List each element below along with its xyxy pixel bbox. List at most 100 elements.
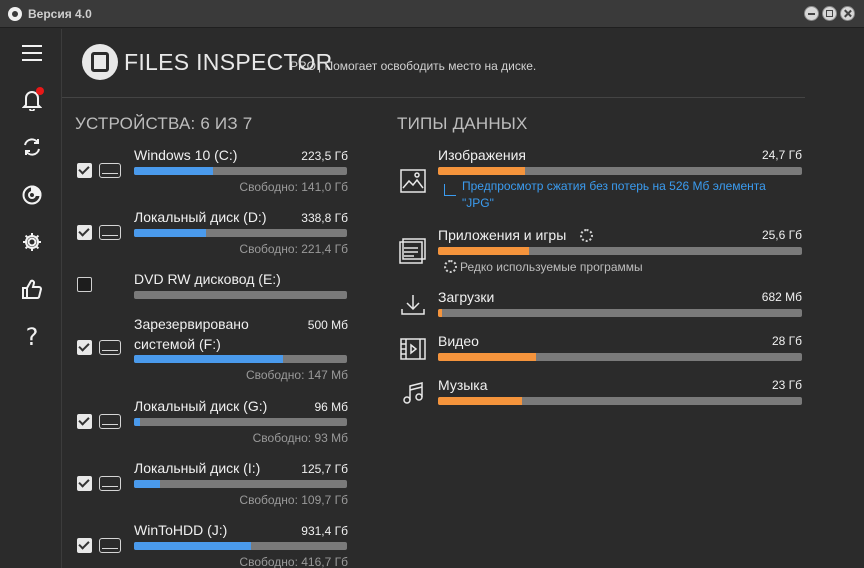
loading-spinner-icon bbox=[444, 260, 457, 273]
hard-drive-icon bbox=[99, 340, 121, 355]
gear-icon bbox=[23, 233, 41, 251]
rarely-used-programs-note[interactable]: Редко используемые программы bbox=[460, 260, 643, 274]
device-item-f[interactable]: Зарезервировано системой (F:) 500 Мб Сво… bbox=[76, 314, 350, 384]
device-item-g[interactable]: Локальный диск (G:) 96 Мб Свободно: 93 М… bbox=[76, 396, 350, 446]
disk-icon bbox=[22, 185, 42, 205]
app-logo-icon bbox=[8, 7, 22, 21]
datatype-size: 682 Мб bbox=[761, 290, 802, 304]
compression-preview-link-cont[interactable]: "JPG" bbox=[462, 196, 494, 210]
notification-badge bbox=[36, 87, 44, 95]
close-button[interactable] bbox=[840, 6, 855, 21]
device-usage-bar bbox=[134, 229, 347, 237]
device-usage-bar bbox=[134, 418, 347, 426]
header: FILES INSPECTOR PRO | Помогает освободит… bbox=[62, 29, 864, 97]
device-free-space: Свободно: 93 Мб bbox=[252, 431, 348, 445]
refresh-button[interactable] bbox=[16, 131, 48, 163]
maximize-button[interactable] bbox=[822, 6, 837, 21]
device-name: WinToHDD (J:) bbox=[134, 522, 228, 538]
datatype-item-video[interactable]: Видео 28 Гб bbox=[398, 332, 808, 366]
device-name: DVD RW дисковод (E:) bbox=[134, 271, 281, 287]
datatype-usage-bar bbox=[438, 353, 802, 361]
compression-preview-link[interactable]: Предпросмотр сжатия без потерь на 526 Мб… bbox=[462, 179, 766, 193]
apps-icon bbox=[398, 236, 428, 266]
datatype-usage-bar bbox=[438, 397, 802, 405]
device-checkbox[interactable] bbox=[77, 163, 92, 178]
datatype-size: 23 Гб bbox=[771, 378, 802, 392]
device-name: Локальный диск (D:) bbox=[134, 209, 267, 225]
device-size: 96 Мб bbox=[314, 400, 348, 414]
device-name-line1: Зарезервировано bbox=[134, 316, 249, 332]
question-icon: ? bbox=[25, 323, 39, 351]
device-free-space: Свободно: 221,4 Гб bbox=[239, 242, 348, 256]
device-free-space: Свободно: 147 Мб bbox=[245, 368, 348, 382]
loading-spinner-icon bbox=[580, 229, 593, 242]
device-checkbox[interactable] bbox=[77, 277, 92, 292]
device-size: 223,5 Гб bbox=[301, 149, 348, 163]
download-icon bbox=[398, 290, 428, 320]
sidebar: ? bbox=[0, 29, 62, 568]
device-usage-bar bbox=[134, 480, 347, 488]
device-free-space: Свободно: 109,7 Гб bbox=[239, 493, 348, 507]
device-item-c[interactable]: Windows 10 (C:) 223,5 Гб Свободно: 141,0… bbox=[76, 145, 350, 195]
datatype-size: 25,6 Гб bbox=[761, 228, 802, 242]
datatype-name: Видео bbox=[438, 333, 479, 349]
hard-drive-icon bbox=[99, 476, 121, 491]
device-item-i[interactable]: Локальный диск (I:) 125,7 Гб Свободно: 1… bbox=[76, 458, 350, 508]
device-name: Windows 10 (C:) bbox=[134, 147, 238, 163]
settings-button[interactable] bbox=[16, 226, 48, 258]
rate-button[interactable] bbox=[16, 273, 48, 305]
notifications-button[interactable] bbox=[16, 84, 48, 116]
hard-drive-icon bbox=[99, 538, 121, 553]
datatype-item-apps[interactable]: Приложения и игры 25,6 Гб Редко использу… bbox=[398, 226, 808, 276]
device-name: Локальный диск (I:) bbox=[134, 460, 261, 476]
device-free-space: Свободно: 416,7 Гб bbox=[239, 555, 348, 568]
device-item-d[interactable]: Локальный диск (D:) 338,8 Гб Свободно: 2… bbox=[76, 207, 350, 257]
datatype-item-music[interactable]: Музыка 23 Гб bbox=[398, 376, 808, 410]
refresh-icon bbox=[24, 138, 40, 156]
device-size: 125,7 Гб bbox=[301, 462, 348, 476]
device-usage-bar bbox=[134, 291, 347, 299]
device-item-e[interactable]: DVD RW дисковод (E:) bbox=[76, 269, 350, 303]
datatype-name: Приложения и игры bbox=[438, 227, 567, 243]
datatype-usage-bar bbox=[438, 167, 802, 175]
datatype-item-images[interactable]: Изображения 24,7 Гб Предпросмотр сжатия … bbox=[398, 146, 808, 216]
brand-title: FILES INSPECTOR bbox=[124, 49, 333, 75]
window-title: Версия 4.0 bbox=[28, 7, 92, 21]
menu-button[interactable] bbox=[16, 37, 48, 69]
datatype-name: Изображения bbox=[438, 147, 526, 163]
music-icon bbox=[398, 378, 428, 408]
device-usage-bar bbox=[134, 542, 347, 550]
datatype-size: 24,7 Гб bbox=[761, 148, 802, 162]
brand-subtitle: | Помогает освободить место на диске. bbox=[318, 59, 537, 73]
bell-icon bbox=[22, 91, 42, 111]
help-button[interactable]: ? bbox=[16, 321, 48, 353]
datatype-usage-bar bbox=[438, 247, 802, 255]
disk-analysis-button[interactable] bbox=[16, 179, 48, 211]
minimize-button[interactable] bbox=[804, 6, 819, 21]
datatype-size: 28 Гб bbox=[771, 334, 802, 348]
device-checkbox[interactable] bbox=[77, 414, 92, 429]
device-checkbox[interactable] bbox=[77, 225, 92, 240]
device-checkbox[interactable] bbox=[77, 538, 92, 553]
device-size: 931,4 Гб bbox=[301, 524, 348, 538]
files-inspector-logo bbox=[82, 44, 118, 80]
image-icon bbox=[398, 166, 428, 196]
datatype-name: Загрузки bbox=[438, 289, 495, 305]
device-size: 500 Мб bbox=[307, 318, 348, 332]
device-size: 338,8 Гб bbox=[301, 211, 348, 225]
device-name: Локальный диск (G:) bbox=[134, 398, 268, 414]
thumbs-up-icon bbox=[22, 279, 43, 300]
device-item-j[interactable]: WinToHDD (J:) 931,4 Гб Свободно: 416,7 Г… bbox=[76, 520, 350, 568]
hard-drive-icon bbox=[99, 414, 121, 429]
device-checkbox[interactable] bbox=[77, 340, 92, 355]
device-usage-bar bbox=[134, 167, 347, 175]
device-checkbox[interactable] bbox=[77, 476, 92, 491]
datatype-item-downloads[interactable]: Загрузки 682 Мб bbox=[398, 288, 808, 322]
hard-drive-icon bbox=[99, 225, 121, 240]
device-free-space: Свободно: 141,0 Гб bbox=[239, 180, 348, 194]
header-divider bbox=[62, 97, 805, 98]
devices-title: УСТРОЙСТВА: 6 ИЗ 7 bbox=[75, 114, 253, 133]
hard-drive-icon bbox=[99, 163, 121, 178]
edition-label: PRO bbox=[290, 59, 317, 73]
device-usage-bar bbox=[134, 355, 347, 363]
